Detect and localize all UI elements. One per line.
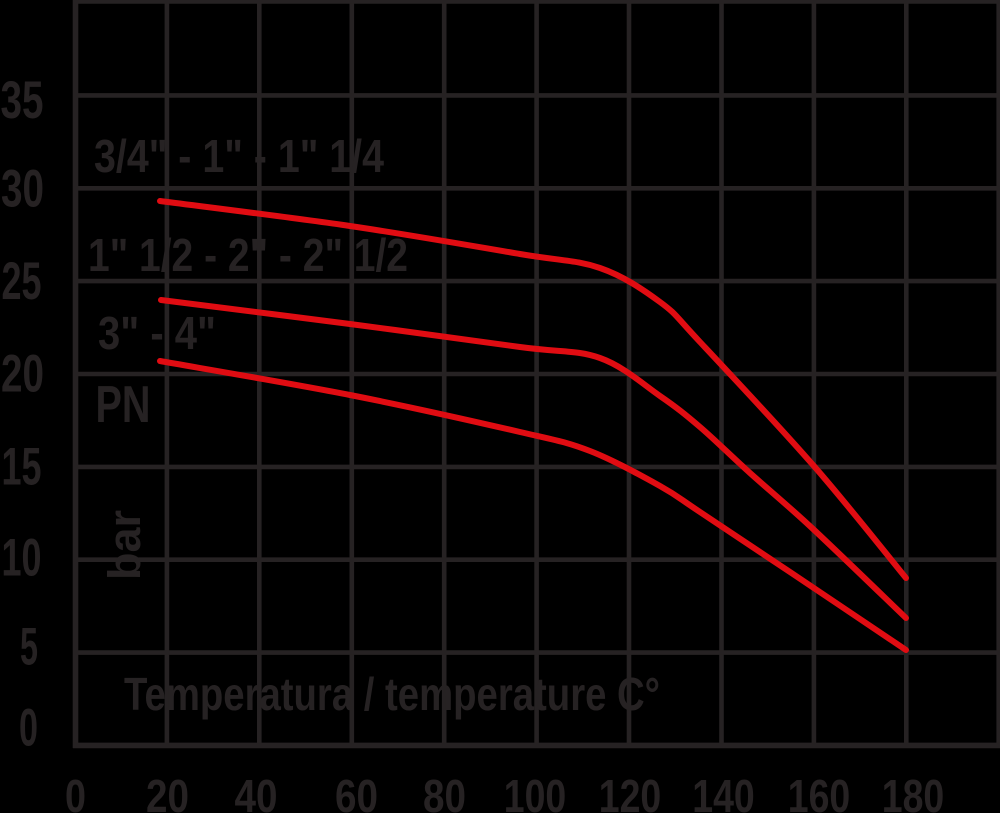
svg-text:80: 80	[423, 770, 466, 813]
svg-text:Temperatura / temperature C°: Temperatura / temperature C°	[124, 668, 660, 720]
svg-text:PN: PN	[96, 376, 151, 434]
svg-text:15: 15	[2, 438, 42, 497]
svg-text:3/4" - 1" - 1" 1/4: 3/4" - 1" - 1" 1/4	[94, 130, 384, 182]
svg-text:40: 40	[235, 770, 278, 813]
svg-text:180: 180	[882, 770, 945, 813]
svg-text:160: 160	[788, 770, 851, 813]
svg-text:1" 1/2 - 2" - 2" 1/2: 1" 1/2 - 2" - 2" 1/2	[88, 229, 408, 281]
svg-text:60: 60	[335, 770, 378, 813]
svg-text:0: 0	[65, 770, 86, 813]
svg-text:100: 100	[504, 770, 567, 813]
svg-text:5: 5	[20, 618, 38, 677]
svg-text:140: 140	[692, 770, 755, 813]
svg-text:3" - 4": 3" - 4"	[98, 307, 216, 359]
svg-text:20: 20	[1, 345, 44, 404]
svg-text:10: 10	[2, 529, 42, 588]
svg-text:bar: bar	[99, 510, 150, 580]
svg-text:20: 20	[146, 770, 189, 813]
svg-text:25: 25	[2, 252, 42, 311]
svg-text:0: 0	[19, 699, 38, 758]
svg-text:35: 35	[1, 71, 44, 130]
svg-text:120: 120	[599, 770, 662, 813]
svg-text:30: 30	[1, 160, 44, 219]
